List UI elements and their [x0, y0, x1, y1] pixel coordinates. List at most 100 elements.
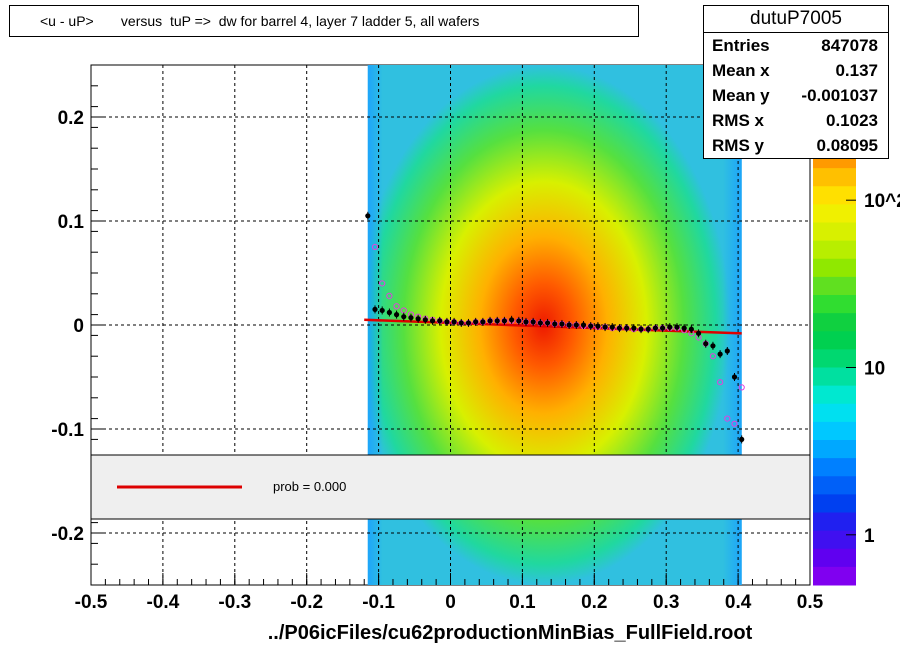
profile-point — [631, 325, 637, 331]
colorbar-cell — [813, 204, 856, 223]
stats-row-entries: Entries 847078 — [704, 33, 888, 58]
stats-row-rms-y: RMS y 0.08095 — [704, 133, 888, 158]
colorbar-cell — [813, 313, 856, 332]
profile-point — [365, 213, 371, 219]
profile-point — [473, 319, 479, 325]
colorbar-cell — [813, 222, 856, 242]
x-tick-label: 0.2 — [581, 592, 607, 613]
x-tick-label: -0.3 — [218, 592, 251, 613]
profile-alt-point — [379, 280, 386, 287]
profile-point — [523, 319, 529, 325]
profile-point — [444, 319, 450, 325]
profile-alt-point — [717, 379, 724, 386]
x-tick-label: 0.1 — [509, 592, 536, 613]
colorbar-cell — [813, 421, 856, 441]
stats-row-rms-x: RMS x 0.1023 — [704, 108, 888, 133]
profile-point — [588, 323, 594, 329]
axes: -0.5 -0.4 -0.3 -0.2 -0.1 0 0.1 0.2 0.3 0.4 0.5 0.2 0… — [51, 64, 824, 613]
profile-point — [401, 314, 407, 320]
colorbar-cell — [813, 458, 856, 477]
x-tick-label: -0.4 — [147, 592, 180, 613]
profile-point — [703, 341, 709, 347]
file-path-label: ../P06icFiles/cu62productionMinBias_Full… — [267, 622, 753, 644]
profile-point — [530, 319, 536, 325]
profile-point — [422, 317, 428, 323]
fit-line-segment — [364, 318, 742, 335]
profile-alt-point — [709, 353, 717, 360]
profile-point — [437, 318, 443, 324]
profile-point — [710, 343, 716, 349]
stats-name: dutuP7005 — [704, 6, 888, 33]
profile-alt-point — [386, 292, 393, 299]
profile-point — [372, 306, 378, 312]
profile-point — [509, 317, 515, 323]
stats-value: 0.1023 — [826, 111, 878, 130]
colorbar-cell — [813, 530, 856, 550]
profile-point — [501, 318, 508, 324]
stats-key: Entries — [712, 36, 770, 55]
colorbar-cell — [813, 385, 856, 405]
colorbar-cell — [813, 367, 856, 387]
profile-alt-point — [371, 243, 379, 251]
profile-point — [695, 330, 702, 336]
profile-point — [616, 325, 623, 331]
profile-point — [408, 315, 414, 321]
profile-point — [645, 326, 651, 332]
profile-alt-point — [393, 303, 400, 310]
profile-point — [465, 320, 472, 326]
y-tick-label: -0.2 — [51, 524, 84, 545]
colorbar-label: 10 — [864, 359, 885, 380]
stats-value: 0.08095 — [816, 136, 878, 155]
profile-point — [688, 326, 694, 332]
stats-key: Mean y — [712, 86, 770, 105]
stats-box: dutuP7005 Entries 847078 Mean x 0.137 Me… — [703, 5, 889, 159]
profile-alt-point — [731, 420, 738, 427]
colorbar-cell — [813, 331, 856, 350]
profile-alt-point — [724, 415, 731, 422]
profile-point — [674, 324, 680, 330]
profile-point — [494, 318, 500, 324]
profile-point — [429, 318, 436, 324]
profile-point — [379, 307, 385, 314]
colorbar: 1 10 10^2 — [813, 150, 900, 586]
x-tick-label: 0 — [445, 592, 456, 613]
y-tick-label: -0.1 — [51, 420, 84, 441]
profile-alt-point — [738, 384, 745, 391]
plot-title: <u - uP> versus tuP => dw for barrel 4, … — [9, 5, 639, 37]
stats-value: -0.001037 — [801, 86, 878, 105]
profile-point — [724, 348, 730, 354]
legend-label: prob = 0.000 — [273, 479, 347, 494]
profile-point — [516, 318, 522, 324]
colorbar-cell — [813, 258, 856, 278]
profile-point — [487, 318, 493, 324]
profile-point — [731, 374, 738, 380]
profile-point — [573, 322, 579, 328]
profile-point — [638, 326, 644, 332]
colorbar-cell — [813, 168, 856, 187]
colorbar-cell — [813, 403, 856, 423]
stats-value: 0.137 — [835, 61, 878, 80]
x-tick-label: 0.3 — [653, 592, 679, 613]
stats-key: Mean x — [712, 61, 770, 80]
profile-point — [717, 351, 723, 357]
profile-point — [451, 319, 457, 325]
profile-point — [566, 322, 572, 328]
x-tick-label: -0.2 — [290, 592, 323, 613]
stats-value: 847078 — [821, 36, 878, 55]
x-tick-label: -0.1 — [362, 592, 395, 613]
profile-point — [537, 320, 543, 326]
profile-point — [393, 312, 400, 318]
profile-point — [480, 319, 486, 325]
profile-point — [609, 324, 615, 330]
profile-point — [458, 320, 464, 326]
profile-point — [386, 309, 392, 316]
profile-points — [365, 211, 745, 444]
colorbar-cell — [813, 276, 856, 296]
stats-row-mean-x: Mean x 0.137 — [704, 58, 888, 83]
colorbar-label: 1 — [864, 526, 875, 547]
profile-point — [559, 321, 565, 327]
profile-point — [624, 325, 630, 331]
colorbar-label: 10^2 — [864, 191, 900, 212]
profile-point — [602, 324, 608, 330]
x-tick-label: 0.4 — [725, 592, 752, 613]
